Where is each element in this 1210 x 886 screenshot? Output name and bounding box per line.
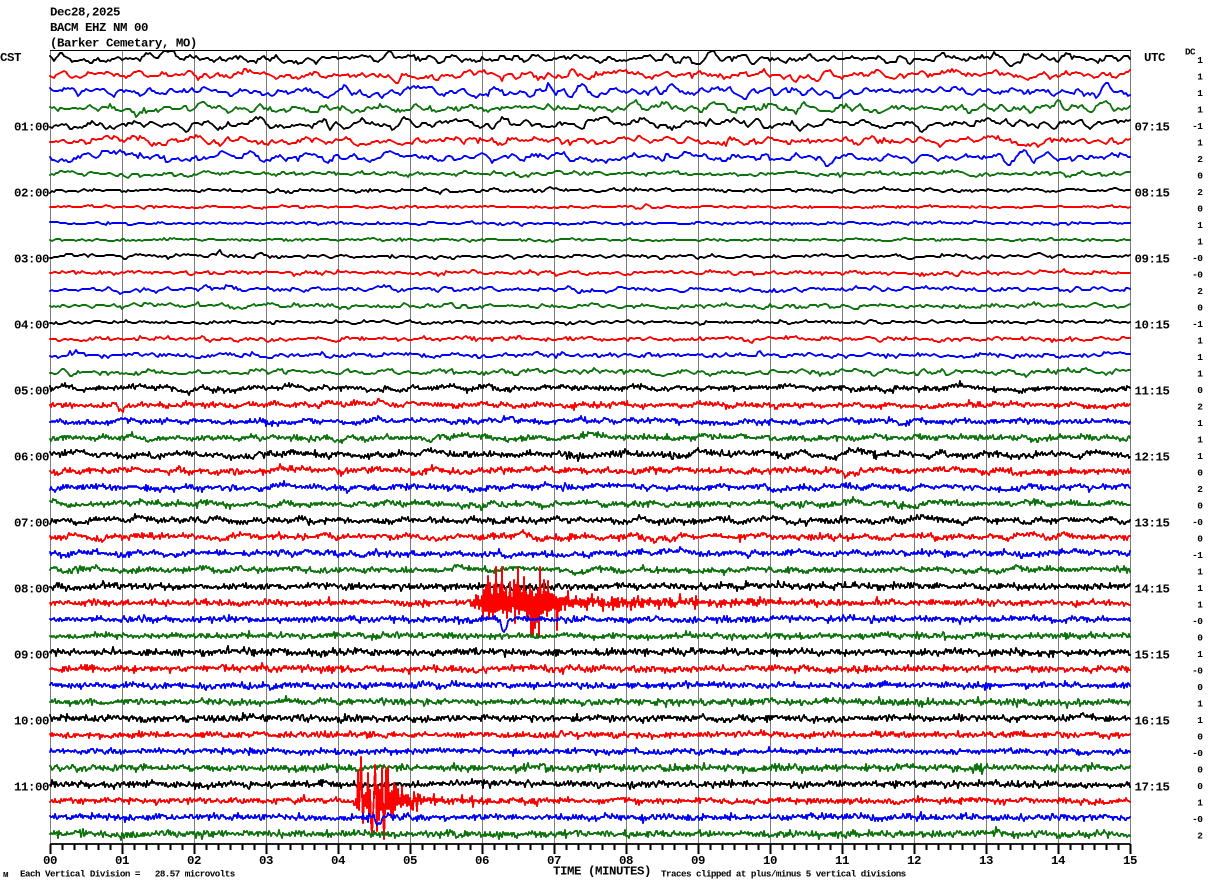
svg-text:1: 1 — [1197, 336, 1203, 347]
svg-text:07:15: 07:15 — [1135, 120, 1170, 134]
svg-text:0: 0 — [1197, 633, 1203, 644]
svg-text:-1: -1 — [1192, 550, 1203, 561]
svg-text:0: 0 — [1197, 501, 1203, 512]
svg-text:1: 1 — [1197, 352, 1203, 363]
svg-text:-1: -1 — [1192, 121, 1203, 132]
svg-text:07:00: 07:00 — [14, 516, 49, 530]
svg-text:01: 01 — [115, 854, 129, 868]
svg-text:15: 15 — [1123, 854, 1137, 868]
svg-text:1: 1 — [1197, 451, 1203, 462]
svg-text:0: 0 — [1197, 385, 1203, 396]
svg-text:-0: -0 — [1192, 253, 1203, 264]
svg-text:0: 0 — [1197, 303, 1203, 314]
svg-text:Each Vertical Division = 28.: Each Vertical Division = 28.57 microvolt… — [20, 869, 235, 880]
svg-text:CST: CST — [0, 51, 22, 65]
svg-text:1: 1 — [1197, 220, 1203, 231]
svg-text:1: 1 — [1197, 418, 1203, 429]
svg-text:2: 2 — [1197, 286, 1203, 297]
svg-text:06: 06 — [475, 854, 489, 868]
svg-text:1: 1 — [1197, 649, 1203, 660]
svg-text:Dec28,2025: Dec28,2025 — [50, 6, 120, 20]
svg-text:11:00: 11:00 — [14, 780, 49, 794]
svg-text:05: 05 — [403, 854, 417, 868]
svg-text:14: 14 — [1051, 854, 1066, 868]
svg-text:04:00: 04:00 — [14, 318, 49, 332]
svg-text:12:15: 12:15 — [1135, 450, 1170, 464]
svg-text:08:15: 08:15 — [1135, 186, 1170, 200]
svg-text:1: 1 — [1197, 715, 1203, 726]
svg-text:16:15: 16:15 — [1135, 714, 1170, 728]
svg-text:-0: -0 — [1192, 666, 1203, 677]
svg-text:05:00: 05:00 — [14, 384, 49, 398]
svg-text:-0: -0 — [1192, 616, 1203, 627]
svg-text:1: 1 — [1197, 88, 1203, 99]
svg-text:-0: -0 — [1192, 814, 1203, 825]
svg-text:0: 0 — [1197, 534, 1203, 545]
svg-text:0: 0 — [1197, 171, 1203, 182]
svg-text:0: 0 — [1197, 765, 1203, 776]
svg-text:0: 0 — [1197, 204, 1203, 215]
svg-text:-0: -0 — [1192, 517, 1203, 528]
svg-text:13: 13 — [979, 854, 993, 868]
svg-text:02:00: 02:00 — [14, 186, 49, 200]
svg-text:1: 1 — [1197, 237, 1203, 248]
svg-text:03:00: 03:00 — [14, 252, 49, 266]
svg-text:1: 1 — [1197, 600, 1203, 611]
svg-text:03: 03 — [259, 854, 273, 868]
svg-text:1: 1 — [1197, 583, 1203, 594]
svg-text:14:15: 14:15 — [1135, 582, 1170, 596]
svg-text:08: 08 — [619, 854, 633, 868]
svg-text:1: 1 — [1197, 567, 1203, 578]
svg-text:1: 1 — [1197, 105, 1203, 116]
svg-text:10: 10 — [763, 854, 777, 868]
svg-text:1: 1 — [1197, 138, 1203, 149]
svg-text:Traces clipped at plus/minus 5: Traces clipped at plus/minus 5 vertical … — [661, 869, 906, 880]
svg-text:(Barker Cemetary, MO): (Barker Cemetary, MO) — [50, 37, 197, 51]
svg-text:2: 2 — [1197, 402, 1203, 413]
svg-text:09:15: 09:15 — [1135, 252, 1170, 266]
svg-text:11:15: 11:15 — [1135, 384, 1170, 398]
svg-text:15:15: 15:15 — [1135, 648, 1170, 662]
svg-text:м: м — [3, 869, 9, 880]
svg-text:11: 11 — [835, 854, 849, 868]
svg-text:1: 1 — [1197, 72, 1203, 83]
svg-text:BACM EHZ NM 00: BACM EHZ NM 00 — [50, 21, 148, 35]
svg-text:17:15: 17:15 — [1135, 780, 1170, 794]
svg-text:01:00: 01:00 — [14, 120, 49, 134]
svg-text:1: 1 — [1197, 435, 1203, 446]
svg-text:08:00: 08:00 — [14, 582, 49, 596]
svg-text:2: 2 — [1197, 154, 1203, 165]
svg-text:07: 07 — [547, 854, 561, 868]
svg-text:06:00: 06:00 — [14, 450, 49, 464]
svg-text:-1: -1 — [1192, 319, 1203, 330]
svg-text:-0: -0 — [1192, 748, 1203, 759]
svg-text:2: 2 — [1197, 831, 1203, 842]
svg-text:0: 0 — [1197, 781, 1203, 792]
svg-text:10:00: 10:00 — [14, 714, 49, 728]
svg-text:1: 1 — [1197, 55, 1203, 66]
svg-text:TIME (MINUTES): TIME (MINUTES) — [553, 865, 651, 879]
svg-text:04: 04 — [331, 854, 346, 868]
svg-text:-0: -0 — [1192, 270, 1203, 281]
svg-text:12: 12 — [907, 854, 921, 868]
svg-text:2: 2 — [1197, 484, 1203, 495]
svg-text:0: 0 — [1197, 732, 1203, 743]
svg-text:DC: DC — [1185, 47, 1196, 58]
svg-text:2: 2 — [1197, 187, 1203, 198]
svg-text:1: 1 — [1197, 798, 1203, 809]
svg-text:0: 0 — [1197, 468, 1203, 479]
svg-text:09:00: 09:00 — [14, 648, 49, 662]
svg-text:UTC: UTC — [1144, 51, 1166, 65]
svg-text:1: 1 — [1197, 699, 1203, 710]
svg-text:0: 0 — [1197, 682, 1203, 693]
svg-text:00: 00 — [43, 854, 57, 868]
svg-text:09: 09 — [691, 854, 705, 868]
svg-text:1: 1 — [1197, 369, 1203, 380]
svg-text:10:15: 10:15 — [1135, 318, 1170, 332]
svg-text:13:15: 13:15 — [1135, 516, 1170, 530]
svg-text:02: 02 — [187, 854, 201, 868]
